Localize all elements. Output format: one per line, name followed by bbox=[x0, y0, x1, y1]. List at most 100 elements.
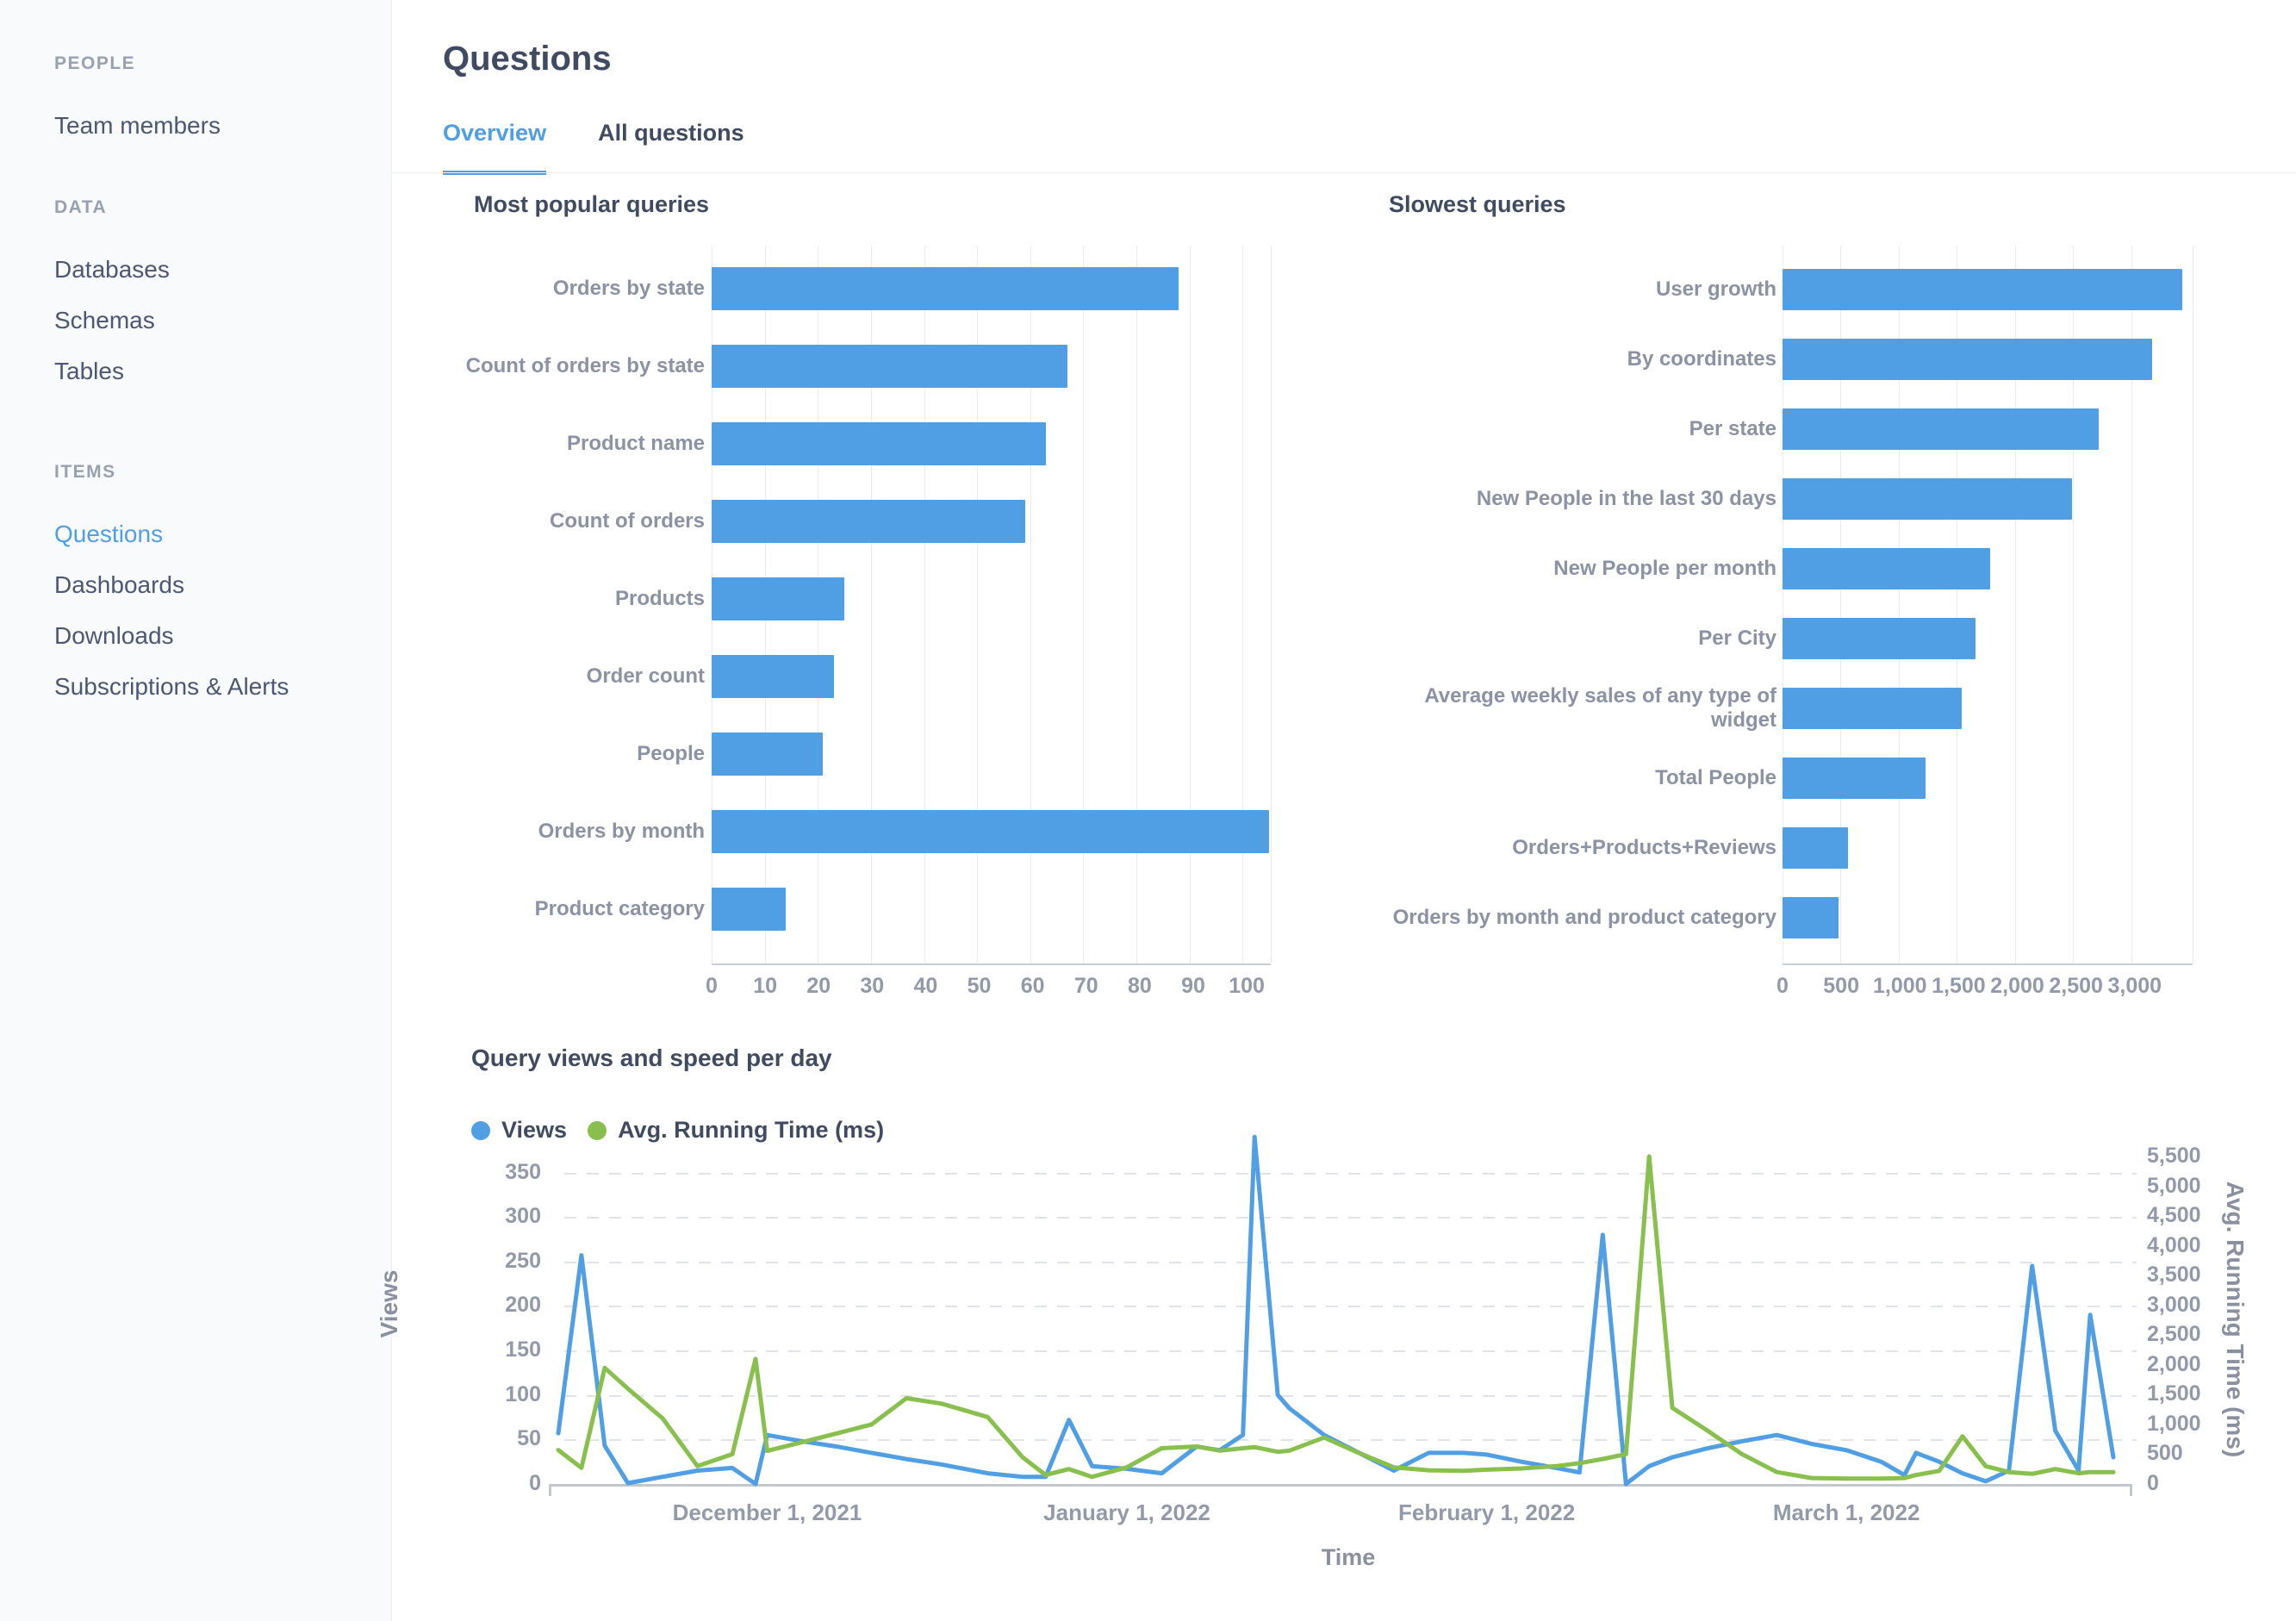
bar[interactable] bbox=[1783, 548, 1991, 589]
x-axis-tick-label: 2,500 bbox=[2049, 974, 2103, 998]
gridline bbox=[1242, 246, 1244, 963]
right-axis-tick-label: 1,000 bbox=[2147, 1411, 2201, 1436]
most-popular-queries-chart: Orders by state Count of orders by state P… bbox=[284, 246, 1275, 1021]
timeseries-title: Query views and speed per day bbox=[471, 1044, 832, 1071]
sidebar-section-data: DATA Databases Schemas Tables bbox=[54, 197, 391, 384]
gridline bbox=[2131, 246, 2132, 963]
gridline bbox=[2073, 246, 2075, 963]
sidebar-item-questions[interactable]: Questions bbox=[54, 521, 164, 547]
sidebar-item-databases[interactable]: Databases bbox=[54, 256, 170, 283]
gridline bbox=[1840, 246, 1842, 963]
category-label: Orders+Products+Reviews bbox=[1512, 836, 1776, 859]
bar-plot bbox=[1783, 246, 2193, 965]
axis-tick-mark bbox=[2130, 1484, 2132, 1496]
x-axis-tick-label: 1,000 bbox=[1872, 974, 1927, 998]
bar[interactable] bbox=[1783, 758, 1926, 799]
gridline bbox=[1083, 246, 1085, 963]
bar[interactable] bbox=[712, 422, 1047, 465]
category-label: Product category bbox=[534, 897, 705, 920]
bar[interactable] bbox=[1783, 897, 1839, 938]
left-axis-tick-label: 100 bbox=[505, 1381, 541, 1406]
category-label: Average weekly sales of any type of widg… bbox=[1424, 684, 1776, 732]
category-label: Orders by month bbox=[538, 820, 705, 843]
sidebar: PEOPLE Team members DATA Databases Schemas Ta… bbox=[0, 0, 392, 1621]
gridline bbox=[2014, 246, 2016, 963]
gridline bbox=[1271, 246, 1272, 963]
x-axis-tick-label: 10 bbox=[753, 974, 777, 998]
sidebar-item-team-members[interactable]: Team members bbox=[54, 112, 221, 139]
legend-item: Avg. Running Time (ms) bbox=[588, 1117, 884, 1144]
x-axis-tick-label: 50 bbox=[967, 974, 992, 998]
x-axis-line bbox=[549, 1484, 2132, 1487]
category-label: Products bbox=[614, 587, 705, 610]
sidebar-item-downloads[interactable]: Downloads bbox=[54, 622, 174, 649]
gridline bbox=[564, 1394, 2137, 1397]
bar[interactable] bbox=[1783, 408, 2099, 450]
gridline bbox=[870, 246, 872, 963]
bar[interactable] bbox=[712, 500, 1025, 543]
tab-bar: Overview All questions bbox=[443, 120, 744, 175]
bar[interactable] bbox=[712, 888, 787, 931]
views-line[interactable] bbox=[556, 1134, 2116, 1487]
category-label: New People per month bbox=[1553, 557, 1776, 580]
slowest-queries-chart: User growth By coordinates Per state New Pe… bbox=[1378, 246, 2197, 1021]
legend-dot bbox=[588, 1120, 607, 1140]
bar[interactable] bbox=[1783, 478, 2072, 520]
category-label: New People in the last 30 days bbox=[1476, 487, 1776, 510]
gridline bbox=[564, 1350, 2137, 1353]
right-axis-tick-label: 4,000 bbox=[2147, 1232, 2201, 1257]
category-label: Orders by month and product category bbox=[1392, 906, 1776, 929]
right-axis-tick-label: 4,500 bbox=[2147, 1203, 2201, 1228]
left-axis-tick-label: 150 bbox=[505, 1337, 541, 1362]
sidebar-section-people: PEOPLE Team members bbox=[54, 53, 391, 139]
right-axis-tick-label: 0 bbox=[2147, 1471, 2159, 1495]
bar[interactable] bbox=[712, 733, 824, 776]
gridline bbox=[564, 1439, 2137, 1442]
category-label: Per state bbox=[1689, 417, 1776, 440]
x-axis-tick-label: 70 bbox=[1073, 974, 1098, 998]
left-axis-tick-label: 0 bbox=[529, 1471, 541, 1495]
legend-item: Views bbox=[471, 1117, 567, 1144]
bar[interactable] bbox=[712, 810, 1270, 853]
sidebar-item-dashboards[interactable]: Dashboards bbox=[54, 571, 184, 598]
sidebar-item-subscriptions-alerts[interactable]: Subscriptions & Alerts bbox=[54, 673, 289, 700]
sidebar-section-header: DATA bbox=[54, 197, 108, 217]
x-axis-tick-label: 30 bbox=[860, 974, 885, 998]
x-axis-tick-label: February 1, 2022 bbox=[1397, 1499, 1576, 1525]
bar[interactable] bbox=[712, 577, 845, 620]
x-axis-tick-label: 20 bbox=[806, 974, 831, 998]
left-axis-tick-label: 200 bbox=[505, 1293, 541, 1318]
bar[interactable] bbox=[712, 267, 1179, 310]
gridline bbox=[1136, 246, 1138, 963]
slowest-queries-title: Slowest queries bbox=[1389, 191, 1566, 217]
bar[interactable] bbox=[1783, 269, 2182, 310]
sidebar-item-tables[interactable]: Tables bbox=[54, 358, 124, 384]
bar[interactable] bbox=[1783, 339, 2152, 380]
category-label: Count of orders bbox=[550, 509, 705, 533]
right-axis-tick-label: 1,500 bbox=[2147, 1381, 2201, 1406]
category-label: Orders by state bbox=[552, 277, 705, 300]
bar-plot bbox=[712, 246, 1272, 965]
right-axis-tick-label: 2,000 bbox=[2147, 1351, 2201, 1376]
bar[interactable] bbox=[1783, 688, 1962, 729]
gridline bbox=[564, 1306, 2137, 1308]
x-axis-tick-label: 3,000 bbox=[2107, 974, 2162, 998]
category-label: Total People bbox=[1655, 766, 1776, 789]
right-axis-tick-label: 5,500 bbox=[2147, 1143, 2201, 1168]
category-label: People bbox=[637, 742, 705, 765]
running-time-line[interactable] bbox=[556, 1154, 2116, 1481]
tab-all-questions[interactable]: All questions bbox=[598, 120, 744, 146]
sidebar-section-items: ITEMS Questions Dashboards Downloads Subscri… bbox=[54, 462, 391, 700]
x-axis-tick-label: 500 bbox=[1823, 974, 1859, 998]
gridline bbox=[1898, 246, 1900, 963]
axis-tick-mark bbox=[549, 1484, 551, 1496]
bar[interactable] bbox=[712, 345, 1067, 388]
x-axis-tick-label: 0 bbox=[706, 974, 718, 998]
x-axis-tick-label: 0 bbox=[1776, 974, 1789, 998]
tab-overview[interactable]: Overview bbox=[443, 120, 547, 175]
sidebar-item-schemas[interactable]: Schemas bbox=[54, 307, 155, 334]
bar[interactable] bbox=[712, 655, 834, 698]
x-axis-ticks: 0 10 20 30 40 50 60 70 80 90 100 bbox=[706, 974, 1275, 1008]
bar[interactable] bbox=[1783, 618, 1976, 659]
bar[interactable] bbox=[1783, 827, 1848, 869]
